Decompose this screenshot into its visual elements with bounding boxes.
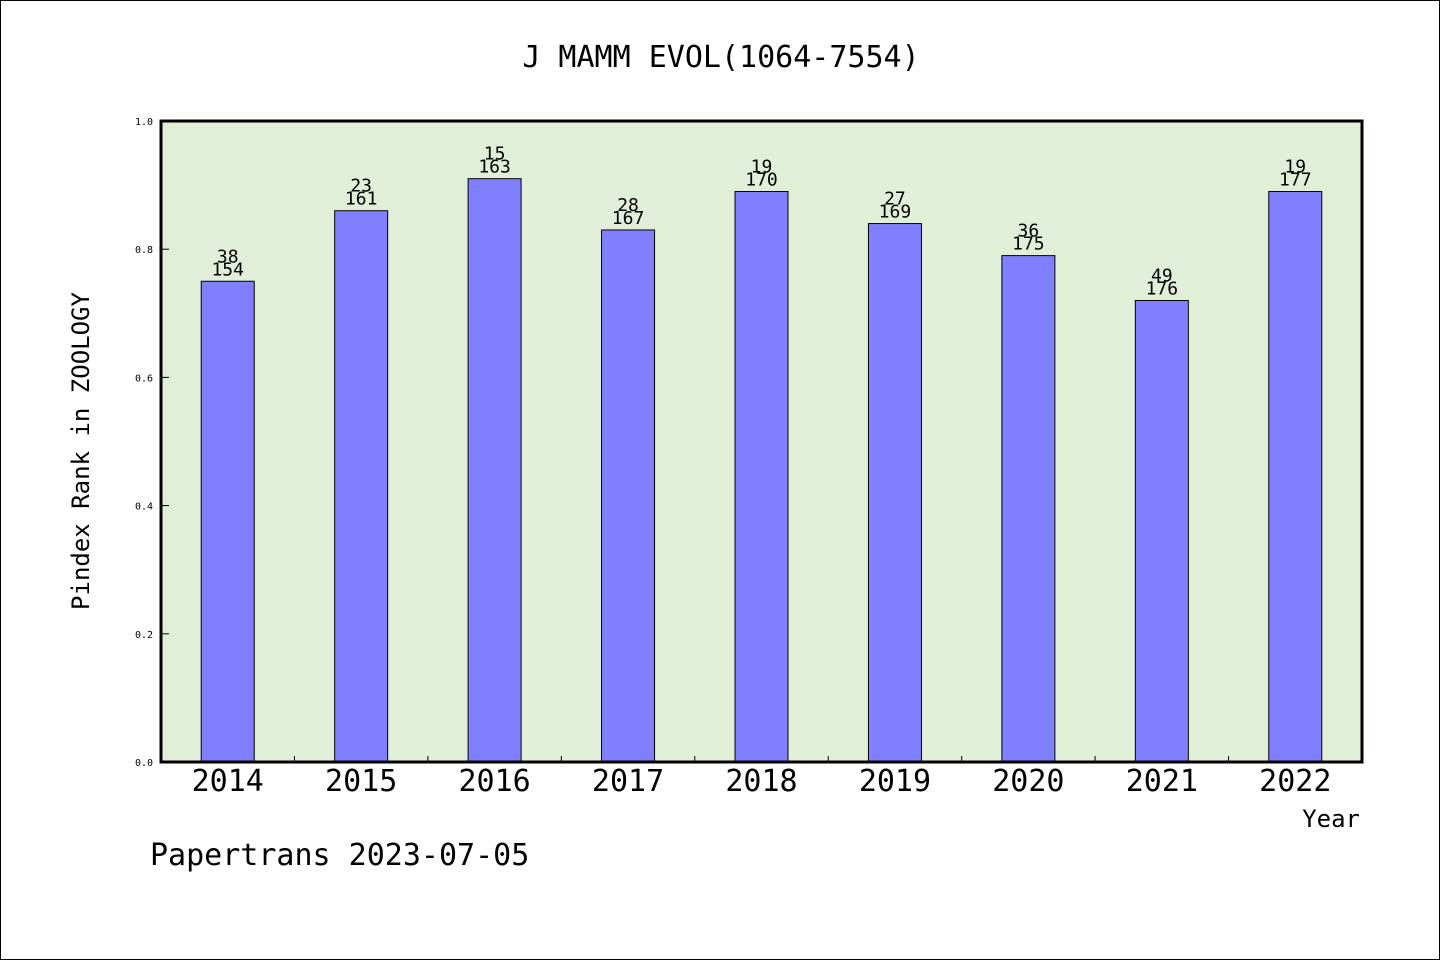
y-tick-label: 0.0 [135,758,153,769]
bars [200,178,1323,763]
total-label: 170 [745,170,778,191]
rank-label: 23 [350,176,372,197]
rank-label: 38 [217,246,239,267]
bar-2021 [1134,299,1189,763]
x-tick-label: 2020 [992,764,1064,799]
y-axis-label: Pindex Rank in ZOOLOGY [67,292,95,610]
y-tick-label: 0.4 [135,502,153,513]
chart-title: J MAMM EVOL(1064-7554) [522,40,919,75]
x-tick-label: 2021 [1126,764,1198,799]
x-axis: 2014 2015 2016 2017 2018 2019 2020 2021 2022 [192,756,1331,799]
total-label: 169 [879,202,912,223]
rank-label: 28 [617,195,639,216]
plot-frame [159,119,1364,764]
x-tick-label: 2017 [592,764,664,799]
x-tick-label: 2019 [859,764,931,799]
total-label: 176 [1146,278,1179,299]
bar-2014 [200,280,255,763]
bar-2022 [1268,191,1323,763]
bar-2018 [734,191,789,763]
rank-label: 27 [884,189,906,210]
y-tick-label: 1.0 [135,117,153,128]
x-tick-label: 2016 [458,764,530,799]
y-tick-label: 0.6 [135,373,153,384]
x-axis-label: Year [1302,805,1360,833]
x-tick-label: 2015 [325,764,397,799]
total-label: 154 [211,259,244,280]
bar-2015 [334,210,389,763]
total-label: 177 [1279,170,1312,191]
x-tick-label: 2014 [192,764,264,799]
rank-label: 15 [484,144,506,165]
x-tick-label: 2018 [725,764,797,799]
rank-label: 19 [1284,157,1306,178]
rank-label: 19 [751,157,773,178]
footer-credit: Papertrans 2023-07-05 [150,838,529,873]
y-tick-label: 0.2 [135,630,153,641]
rank-label: 36 [1018,221,1040,242]
total-label: 163 [478,157,511,178]
data-labels: 3815423161151632816719170271693617549176… [211,144,1311,300]
bar-2016 [467,178,522,763]
bar-2019 [867,223,922,763]
total-label: 161 [345,189,378,210]
total-label: 175 [1012,234,1045,255]
y-tick-label: 0.8 [135,245,153,256]
total-label: 167 [612,208,645,229]
x-tick-label: 2022 [1259,764,1331,799]
bar-2020 [1001,255,1056,763]
bar-2017 [601,229,656,763]
rank-label: 49 [1151,265,1173,286]
